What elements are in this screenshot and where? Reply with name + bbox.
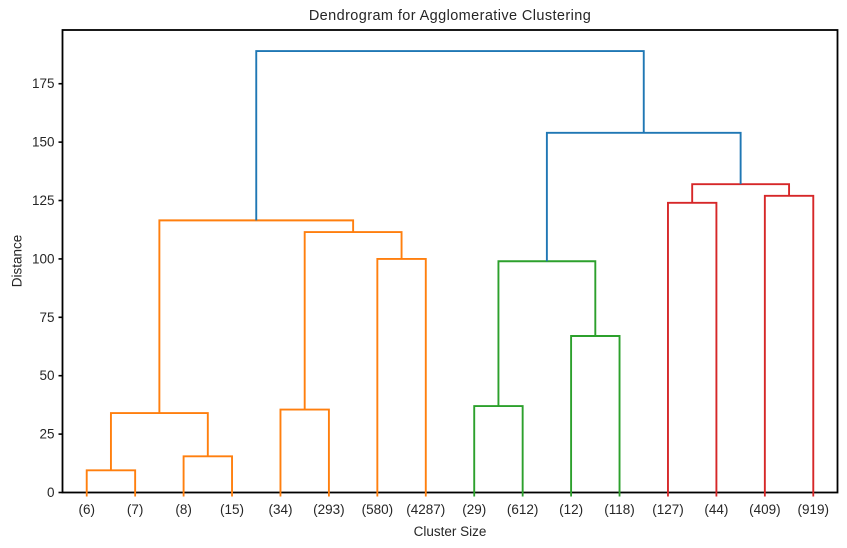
y-tick-label: 175 [32,76,55,91]
dendrogram-link [255,50,645,221]
leaf-label: (409) [749,502,781,517]
dendrogram-link [763,194,815,493]
dendrogram-link [303,231,403,410]
x-axis-label: Cluster Size [413,524,487,539]
leaf-label: (118) [604,502,635,517]
leaf-label: (34) [268,502,292,517]
dendrogram-link [667,201,718,493]
dendrogram-link [691,183,791,203]
leaf-label: (4287) [406,502,445,517]
leaf-label: (12) [559,502,583,517]
leaf-label: (44) [704,502,728,517]
leaf-label: (580) [362,502,394,517]
dendrogram-link [473,405,524,493]
dendrogram-link [85,469,137,493]
y-tick-label: 25 [39,427,54,442]
y-tick-label: 75 [39,310,54,325]
dendrogram-link [182,455,233,493]
chart-title: Dendrogram for Agglomerative Clustering [308,8,592,24]
leaf-label: (29) [462,502,486,517]
leaf-label: (919) [798,502,830,517]
dendrogram-link [497,260,597,407]
dendrogram-link [158,219,355,414]
leaf-label: (293) [313,502,345,517]
plot-frame [61,29,839,494]
y-tick-label: 0 [47,485,55,500]
dendrogram-link [279,408,330,493]
dendrogram-link [109,412,209,471]
leaf-label: (8) [175,502,192,517]
y-tick-label: 150 [32,135,55,150]
leaf-label: (6) [78,502,95,517]
y-tick-label: 100 [32,251,55,266]
dendrogram-link [570,335,621,493]
dendrogram-link [376,257,427,493]
y-tick-label: 50 [39,368,54,383]
dendrogram-link [545,131,742,262]
leaf-label: (7) [127,502,144,517]
leaf-label: (15) [220,502,244,517]
y-tick-label: 125 [32,193,55,208]
leaf-label: (612) [507,502,539,517]
leaf-label: (127) [652,502,684,517]
